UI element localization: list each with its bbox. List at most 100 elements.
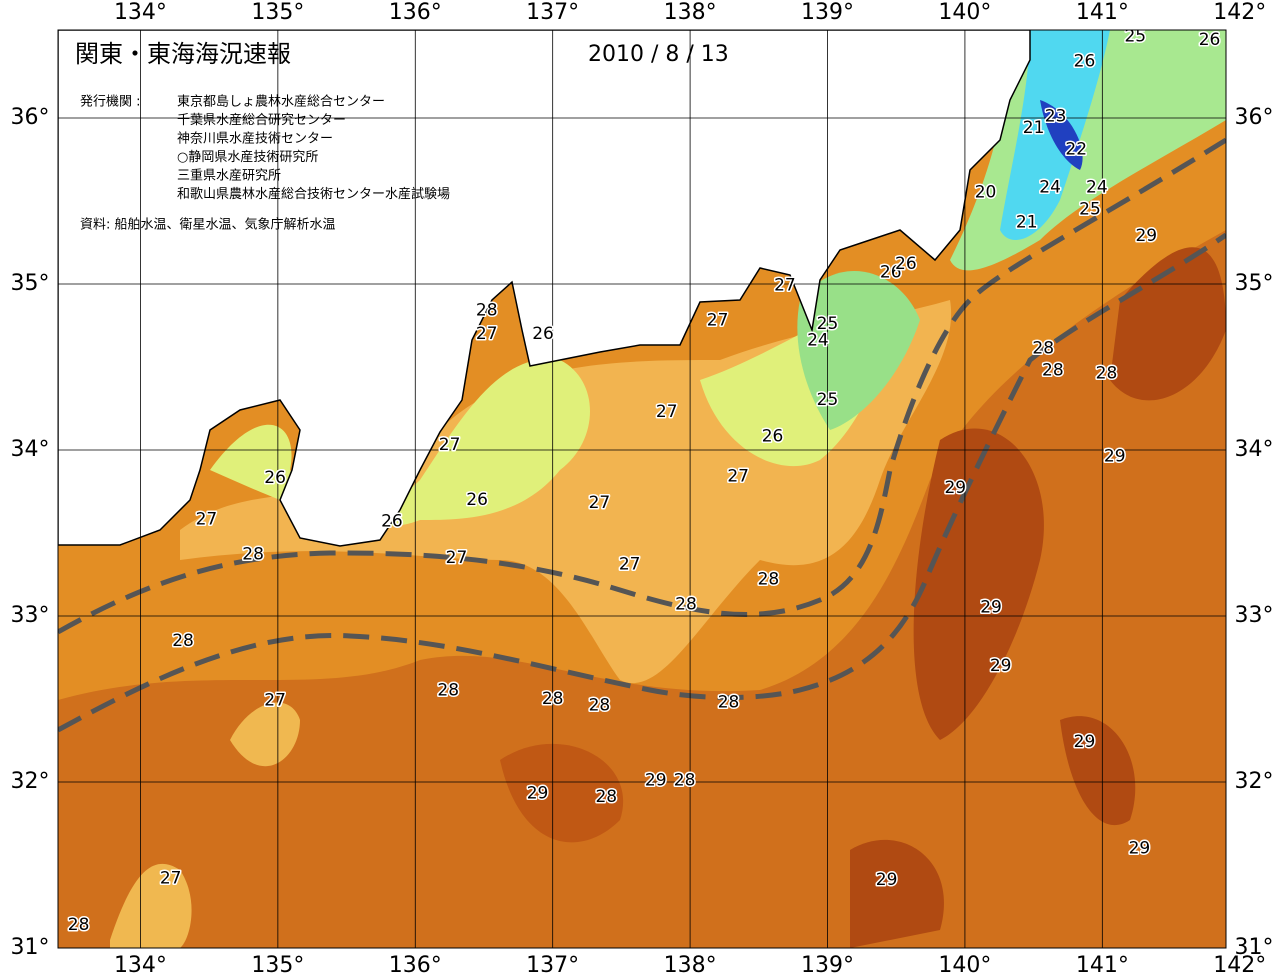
kuroshio-axis	[58, 232, 1226, 733]
cool-water	[210, 359, 590, 527]
y-tick-label: 35°	[1235, 271, 1274, 296]
contour-label: 27	[196, 510, 218, 530]
contour-label: 29	[1104, 447, 1126, 467]
y-tick-label: 35°	[11, 271, 50, 296]
agency-label: 発行機関 :	[80, 95, 141, 110]
contour-label: 26	[466, 490, 488, 510]
contour-label: 24	[807, 330, 829, 350]
contour-label: 24	[1039, 178, 1061, 198]
land	[58, 30, 1031, 547]
y-tick-label: 36°	[1235, 105, 1274, 130]
x-tick-label: 139°	[801, 0, 854, 25]
contour-label: 28	[242, 545, 264, 565]
cool-water	[797, 271, 920, 430]
contour-label: 26	[880, 262, 902, 282]
contour-label: 23	[1045, 106, 1067, 126]
x-tick-label: 141°	[1076, 0, 1129, 25]
contour-label: 29	[876, 870, 898, 890]
contour-label: 26	[264, 468, 286, 488]
contour-label: 28	[1042, 360, 1064, 380]
contour-label: 27	[774, 276, 796, 296]
y-tick-label: 32°	[1235, 769, 1274, 794]
contour-label: 28	[758, 569, 780, 589]
map-frame	[57, 29, 1227, 949]
contour-label: 27	[439, 435, 461, 455]
contour-label: 29	[645, 770, 667, 790]
cool-patch	[230, 702, 300, 767]
warm-core	[500, 743, 624, 843]
x-tick-label: 137°	[526, 0, 579, 25]
contour-label: 27	[727, 467, 749, 487]
y-tick-label: 34°	[1235, 437, 1274, 462]
agency: 神奈川県水産技術センター	[177, 131, 333, 147]
contour-label: 28	[589, 696, 611, 716]
contour-label: 29	[527, 784, 549, 804]
contour-label: 28	[68, 915, 90, 935]
contour-label: 21	[1016, 213, 1038, 233]
contour-label: 28	[1096, 364, 1118, 384]
y-tick-label: 32°	[11, 769, 50, 794]
x-tick-label: 142°	[1213, 953, 1266, 978]
contour-label: 26	[1074, 52, 1096, 72]
date: 2010 / 8 / 13	[588, 42, 729, 67]
x-tick-label: 137°	[526, 953, 579, 978]
agency: 和歌山県農林水産総合技術センター水産試験場	[177, 186, 450, 202]
contour-label: 24	[1086, 178, 1108, 198]
x-tick-label: 136°	[389, 953, 442, 978]
x-tick-label: 140°	[938, 953, 991, 978]
agency: 三重県水産研究所	[177, 168, 281, 184]
contour-label: 29	[1074, 732, 1096, 752]
cold-core	[1040, 100, 1083, 170]
source: 資料: 船舶水温、衛星水温、気象庁解析水温	[80, 217, 336, 233]
contour-label: 26	[895, 254, 917, 274]
contour-label: 28	[1032, 339, 1054, 359]
contour-label: 26	[762, 427, 784, 447]
warm-core	[850, 839, 944, 948]
contour-label: 28	[675, 594, 697, 614]
cool-patch	[110, 863, 192, 948]
x-tick-label: 138°	[664, 0, 717, 25]
contour-label: 27	[619, 555, 641, 575]
kuroshio-edge	[58, 137, 1226, 635]
contour-label: 28	[476, 301, 498, 321]
x-tick-label: 134°	[114, 953, 167, 978]
contour-label: 26	[1199, 30, 1221, 50]
contour-label: 25	[817, 314, 839, 334]
contour-label: 22	[1065, 140, 1087, 160]
x-tick-label: 135°	[251, 0, 304, 25]
contour-label: 21	[1023, 118, 1045, 138]
agency: ○静岡県水産技術研究所	[177, 149, 318, 165]
contour-label: 27	[264, 691, 286, 711]
contour-label: 28	[542, 689, 564, 709]
agency: 千葉県水産総合研究センター	[177, 112, 346, 128]
y-tick-label: 31°	[11, 935, 50, 960]
agency-list: 東京都島しょ農林水産総合センター千葉県水産総合研究センター神奈川県水産技術センタ…	[177, 94, 450, 203]
contour-label: 25	[1124, 27, 1146, 47]
x-tick-label: 135°	[251, 953, 304, 978]
contour-label: 29	[1129, 838, 1151, 858]
x-tick-label: 138°	[664, 953, 717, 978]
contour-label: 27	[656, 402, 678, 422]
y-tick-label: 33°	[1235, 603, 1274, 628]
x-tick-label: 139°	[801, 953, 854, 978]
contour-label: 28	[437, 681, 459, 701]
title: 関東・東海海況速報	[75, 40, 291, 68]
contour-label: 27	[446, 548, 468, 568]
warm-core	[1110, 247, 1226, 401]
ticks: 134° 134° 135° 135° 136° 136° 137° 137° 138° 138°…	[11, 0, 1274, 978]
x-tick-label: 136°	[389, 0, 442, 25]
contour-label: 26	[532, 324, 554, 344]
contour-label: 27	[476, 324, 498, 344]
contour-label: 28	[674, 770, 696, 790]
contour-label: 27	[160, 868, 182, 888]
x-tick-label: 142°	[1213, 0, 1266, 25]
contour-label: 25	[1079, 199, 1101, 219]
contour-label: 27	[707, 311, 729, 331]
grid	[58, 30, 1226, 948]
contour-label: 20	[975, 183, 997, 203]
agency: 東京都島しょ農林水産総合センター	[177, 94, 385, 110]
